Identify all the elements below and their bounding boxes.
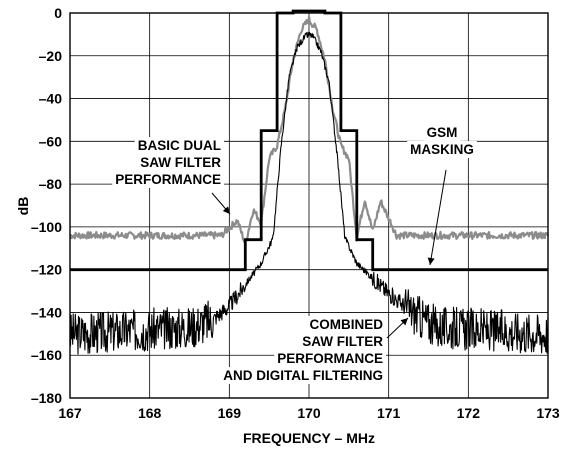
gsm-annotation-line: MASKING: [410, 142, 474, 157]
y-tick-label: –120: [31, 262, 62, 278]
annotation-background: [112, 171, 224, 188]
x-axis-title: FREQUENCY – MHz: [243, 430, 375, 446]
x-tick-label: 171: [377, 405, 401, 421]
annotation-background: [137, 154, 225, 171]
x-tick-label: 173: [536, 405, 560, 421]
annotation-background: [299, 333, 387, 350]
saw-series-line: [69, 15, 550, 244]
gsm-series-line: [70, 9, 548, 272]
saw-leader-arrowhead: [222, 206, 230, 214]
saw-annotation-line: PERFORMANCE: [115, 172, 221, 187]
x-tick-label: 172: [457, 405, 481, 421]
gsm-annotation-line: GSM: [427, 125, 458, 140]
x-tick-label: 168: [138, 405, 162, 421]
x-tick-label: 170: [297, 405, 321, 421]
y-tick-label: –140: [31, 304, 62, 320]
x-tick-label: 169: [218, 405, 242, 421]
combined-series-line: [69, 31, 549, 355]
y-tick-label: 0: [54, 5, 62, 21]
y-axis-title: dB: [15, 197, 31, 216]
annotation-background: [220, 367, 386, 384]
y-tick-label: –40: [39, 91, 63, 107]
plot-frame: [69, 12, 549, 399]
annotation-background: [274, 350, 386, 367]
y-tick-label: –60: [39, 133, 63, 149]
y-tick-label: –100: [31, 219, 62, 235]
saw-annotation-line: BASIC DUAL: [138, 138, 221, 153]
combined-annotation-line: PERFORMANCE: [277, 351, 383, 366]
saw-annotation-line: SAW FILTER: [140, 155, 221, 170]
annotation-background: [306, 316, 387, 333]
y-tick-label: –160: [31, 347, 62, 363]
combined-annotation-line: COMBINED: [310, 317, 384, 332]
y-tick-label: –80: [39, 176, 63, 192]
y-tick-label: –180: [31, 390, 62, 406]
combined-annotation-line: AND DIGITAL FILTERING: [223, 368, 383, 383]
gsm-leader-arrowhead: [427, 257, 435, 265]
combined-annotation-line: SAW FILTER: [302, 334, 383, 349]
x-tick-label: 167: [58, 405, 82, 421]
combined-leader-arrowhead: [400, 318, 408, 326]
y-tick-label: –20: [39, 48, 63, 64]
gsm-leader: [429, 169, 447, 266]
annotation-background: [407, 141, 477, 158]
annotation-background: [134, 137, 224, 154]
annotation-background: [423, 124, 461, 141]
